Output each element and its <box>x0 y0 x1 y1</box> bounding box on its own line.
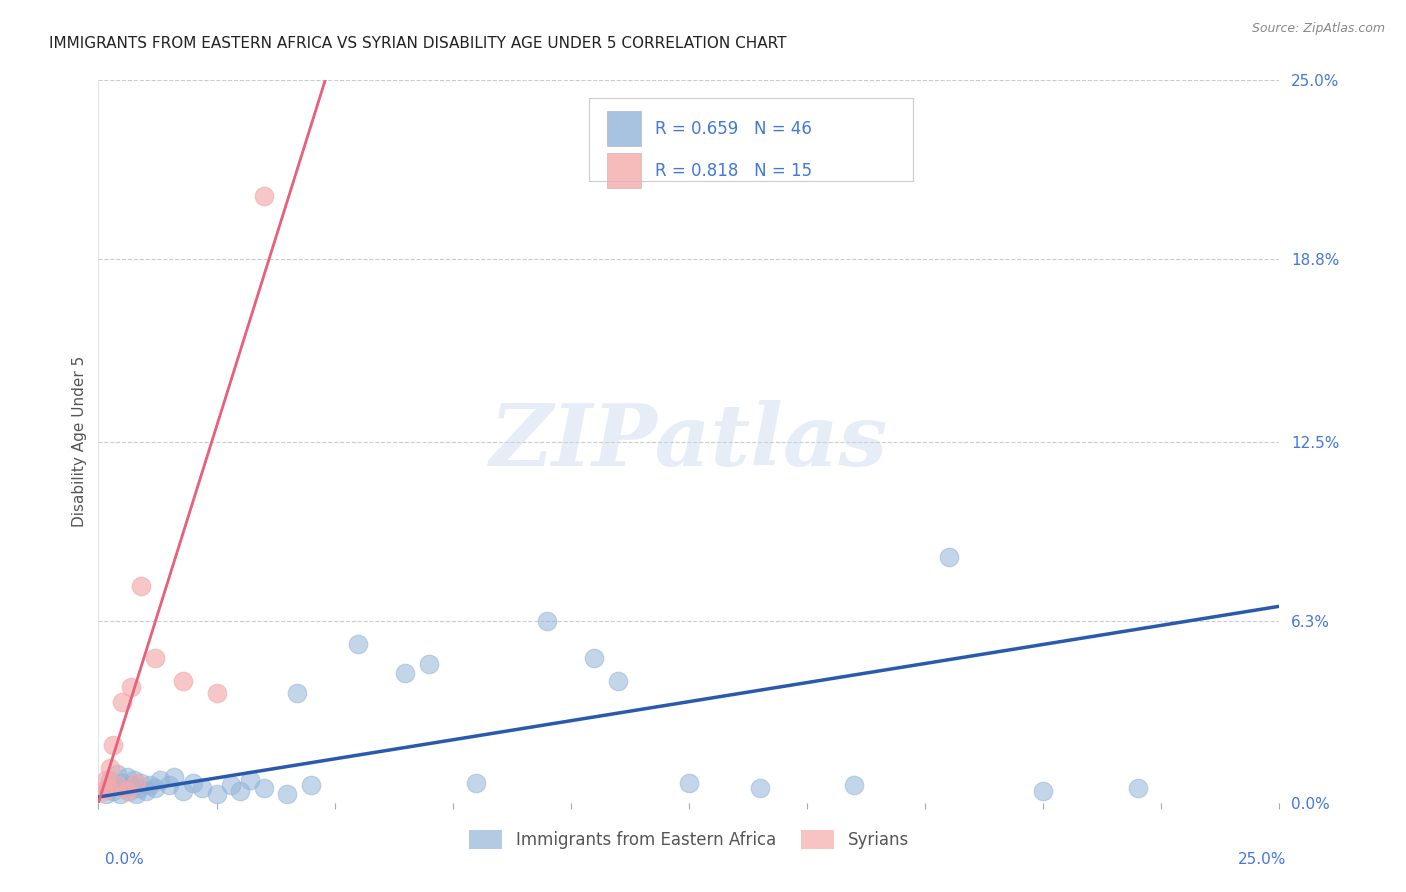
Point <box>112 781 135 796</box>
Point <box>115 770 138 784</box>
Point <box>285 686 308 700</box>
Point <box>143 651 166 665</box>
Point <box>105 779 128 793</box>
Point <box>172 784 194 798</box>
Point <box>748 781 770 796</box>
Point <box>276 787 298 801</box>
FancyBboxPatch shape <box>607 153 641 188</box>
Point <box>121 680 143 694</box>
Point <box>205 686 228 700</box>
Point <box>253 781 276 796</box>
Text: 25.0%: 25.0% <box>1239 852 1286 867</box>
Point <box>125 787 148 801</box>
Point <box>128 781 150 796</box>
Point <box>139 779 162 793</box>
Point <box>418 657 440 671</box>
Point <box>465 775 488 789</box>
Text: R = 0.659   N = 46: R = 0.659 N = 46 <box>655 120 811 137</box>
Point <box>143 781 166 796</box>
Point <box>105 767 128 781</box>
Text: Source: ZipAtlas.com: Source: ZipAtlas.com <box>1251 22 1385 36</box>
Text: R = 0.818   N = 15: R = 0.818 N = 15 <box>655 161 811 179</box>
Point <box>111 695 134 709</box>
Point <box>101 738 124 752</box>
Point <box>122 772 145 787</box>
Point <box>536 614 558 628</box>
Point <box>1126 781 1149 796</box>
Point <box>157 779 180 793</box>
Point <box>299 779 322 793</box>
Point <box>181 775 204 789</box>
Point <box>135 784 157 798</box>
Point <box>97 781 120 796</box>
Point <box>129 775 152 789</box>
Text: IMMIGRANTS FROM EASTERN AFRICA VS SYRIAN DISABILITY AGE UNDER 5 CORRELATION CHAR: IMMIGRANTS FROM EASTERN AFRICA VS SYRIAN… <box>49 36 787 51</box>
Point <box>678 775 700 789</box>
FancyBboxPatch shape <box>589 98 914 181</box>
Point <box>118 784 141 798</box>
Point <box>101 784 124 798</box>
Point <box>94 787 117 801</box>
Point <box>172 674 194 689</box>
Point <box>97 781 120 796</box>
Point <box>583 651 606 665</box>
Point <box>91 784 114 798</box>
Point <box>844 779 866 793</box>
Point <box>239 772 262 787</box>
Point <box>104 779 127 793</box>
Point <box>1032 784 1054 798</box>
Point <box>219 779 242 793</box>
Point <box>111 775 134 789</box>
Point <box>205 787 228 801</box>
Point <box>98 772 121 787</box>
Point <box>253 189 276 203</box>
Point <box>129 579 152 593</box>
Point <box>98 761 121 775</box>
Point <box>229 784 252 798</box>
Point <box>125 775 148 789</box>
Point <box>94 772 117 787</box>
FancyBboxPatch shape <box>607 112 641 146</box>
Text: ZIPatlas: ZIPatlas <box>489 400 889 483</box>
Point <box>115 784 138 798</box>
Text: 0.0%: 0.0% <box>105 852 145 867</box>
Point <box>163 770 186 784</box>
Point <box>191 781 214 796</box>
Point <box>607 674 630 689</box>
Legend: Immigrants from Eastern Africa, Syrians: Immigrants from Eastern Africa, Syrians <box>463 823 915 856</box>
Point <box>149 772 172 787</box>
Point <box>121 779 143 793</box>
Point <box>938 550 960 565</box>
Point <box>108 787 131 801</box>
Point <box>347 637 370 651</box>
Point <box>394 665 416 680</box>
Y-axis label: Disability Age Under 5: Disability Age Under 5 <box>72 356 87 527</box>
